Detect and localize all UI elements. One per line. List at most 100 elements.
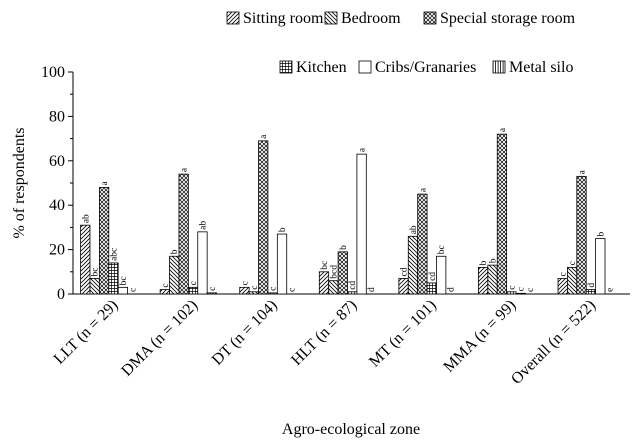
legend-label: Special storage room [440, 10, 576, 27]
legend-swatch [324, 11, 338, 25]
y-tick-label: 100 [41, 64, 65, 81]
legend-item: Kitchen [279, 59, 347, 76]
significance-label: b [170, 249, 180, 254]
significance-label: ab [409, 225, 419, 234]
bar-cribs-granaries [276, 233, 288, 295]
legend-swatch [226, 11, 240, 25]
y-tick-label: 60 [49, 153, 65, 170]
legend-swatch [279, 60, 293, 74]
bar-kitchen [506, 291, 517, 295]
bar-special-storage-room [178, 173, 189, 295]
bar-sitting-room [159, 289, 170, 295]
bar-sitting-room [239, 286, 250, 295]
bar-cribs-granaries [595, 238, 606, 295]
significance-label: c [269, 287, 279, 291]
bar-sitting-room [318, 271, 330, 295]
significance-label: d [587, 283, 597, 288]
significance-label: c [161, 283, 171, 287]
significance-label: ab [198, 221, 208, 230]
bar-cribs-granaries [515, 292, 526, 295]
legend-item: Special storage room [423, 10, 576, 27]
significance-label: cd [348, 281, 358, 290]
bar-metal-silo [206, 292, 217, 295]
legend-item: Sitting room [226, 10, 324, 27]
legend-item: Metal silo [492, 59, 573, 76]
significance-label: c [240, 281, 250, 285]
significance-label: b [596, 232, 606, 237]
legend-item: Cribs/Granaries [358, 59, 476, 76]
significance-label: d [367, 287, 377, 292]
significance-label: c [559, 272, 569, 276]
significance-label: abc [109, 248, 119, 261]
x-axis-title: Agro-ecological zone [282, 421, 420, 438]
legend-label: Metal silo [509, 59, 573, 76]
bar-cribs-granaries [197, 231, 208, 295]
bar-bedroom [328, 280, 339, 295]
bar-sitting-room [557, 278, 568, 295]
bar-sitting-room [80, 224, 91, 295]
y-axis-title: % of respondents [11, 127, 28, 238]
x-category-label: DMA (n = 102) [118, 297, 201, 380]
bar-kitchen [267, 292, 278, 295]
legend-swatch [492, 60, 506, 74]
significance-label: c [517, 287, 527, 291]
x-category-label: Overall (n = 522) [508, 297, 599, 388]
bar-special-storage-room [496, 133, 508, 295]
significance-label: c [128, 288, 138, 292]
legend-label: Sitting room [243, 10, 324, 27]
bar-kitchen [426, 282, 437, 295]
bar-kitchen [108, 262, 119, 295]
legend-label: Bedroom [341, 10, 401, 27]
bar-special-storage-room [258, 140, 269, 295]
significance-label: bc [437, 245, 447, 254]
bar-bedroom [89, 278, 100, 295]
significance-label: a [498, 127, 508, 132]
significance-label: bcd [329, 265, 339, 279]
significance-label: a [180, 167, 190, 172]
significance-label: b [278, 227, 288, 232]
significance-label: b [339, 245, 349, 250]
bar-special-storage-room [417, 193, 428, 295]
legend-item: Bedroom [324, 10, 401, 27]
significance-label: b [489, 258, 499, 263]
y-tick-label: 80 [49, 108, 65, 125]
significance-label: b [479, 260, 489, 265]
y-tick-label: 0 [57, 286, 65, 303]
bar-kitchen [187, 286, 199, 295]
bar-bedroom [169, 255, 180, 295]
bar-cribs-granaries [436, 255, 447, 295]
bar-sitting-room [478, 266, 489, 295]
significance-label: a [358, 147, 368, 152]
bar-bedroom [248, 291, 259, 295]
x-category-label: MMA (n = 99) [440, 297, 519, 376]
significance-label: bc [91, 267, 101, 276]
bar-special-storage-room [337, 251, 348, 295]
bar-special-storage-room [98, 187, 110, 295]
significance-label: c [250, 286, 260, 290]
bar-sitting-room [398, 278, 409, 295]
legend-label: Kitchen [296, 59, 347, 76]
bar-kitchen [347, 291, 358, 295]
legend-swatch [358, 60, 372, 74]
significance-label: cd [400, 267, 410, 276]
bar-kitchen [585, 289, 597, 295]
y-tick-label: 40 [49, 197, 65, 214]
significance-label: c [526, 288, 536, 292]
significance-label: bc [119, 276, 129, 285]
bar-bedroom [487, 264, 498, 295]
significance-label: bc [320, 261, 330, 270]
legend: Sitting room Bedroom Special storage room K… [226, 10, 576, 76]
bar-cribs-granaries [117, 286, 128, 295]
legend-label: Cribs/Granaries [375, 59, 476, 76]
significance-label: c [208, 287, 218, 291]
significance-label: a [418, 187, 428, 192]
x-tick-labels: LLT (n = 29)DMA (n = 102) DT (n = 104) HLT… [51, 297, 599, 388]
significance-label: a [259, 134, 269, 139]
x-category-label: HLT (n = 87) [288, 297, 360, 369]
y-ticks: 0 20 40 60 80 100 [41, 64, 73, 303]
bar-special-storage-room [576, 175, 587, 295]
bar-bedroom [407, 235, 419, 295]
